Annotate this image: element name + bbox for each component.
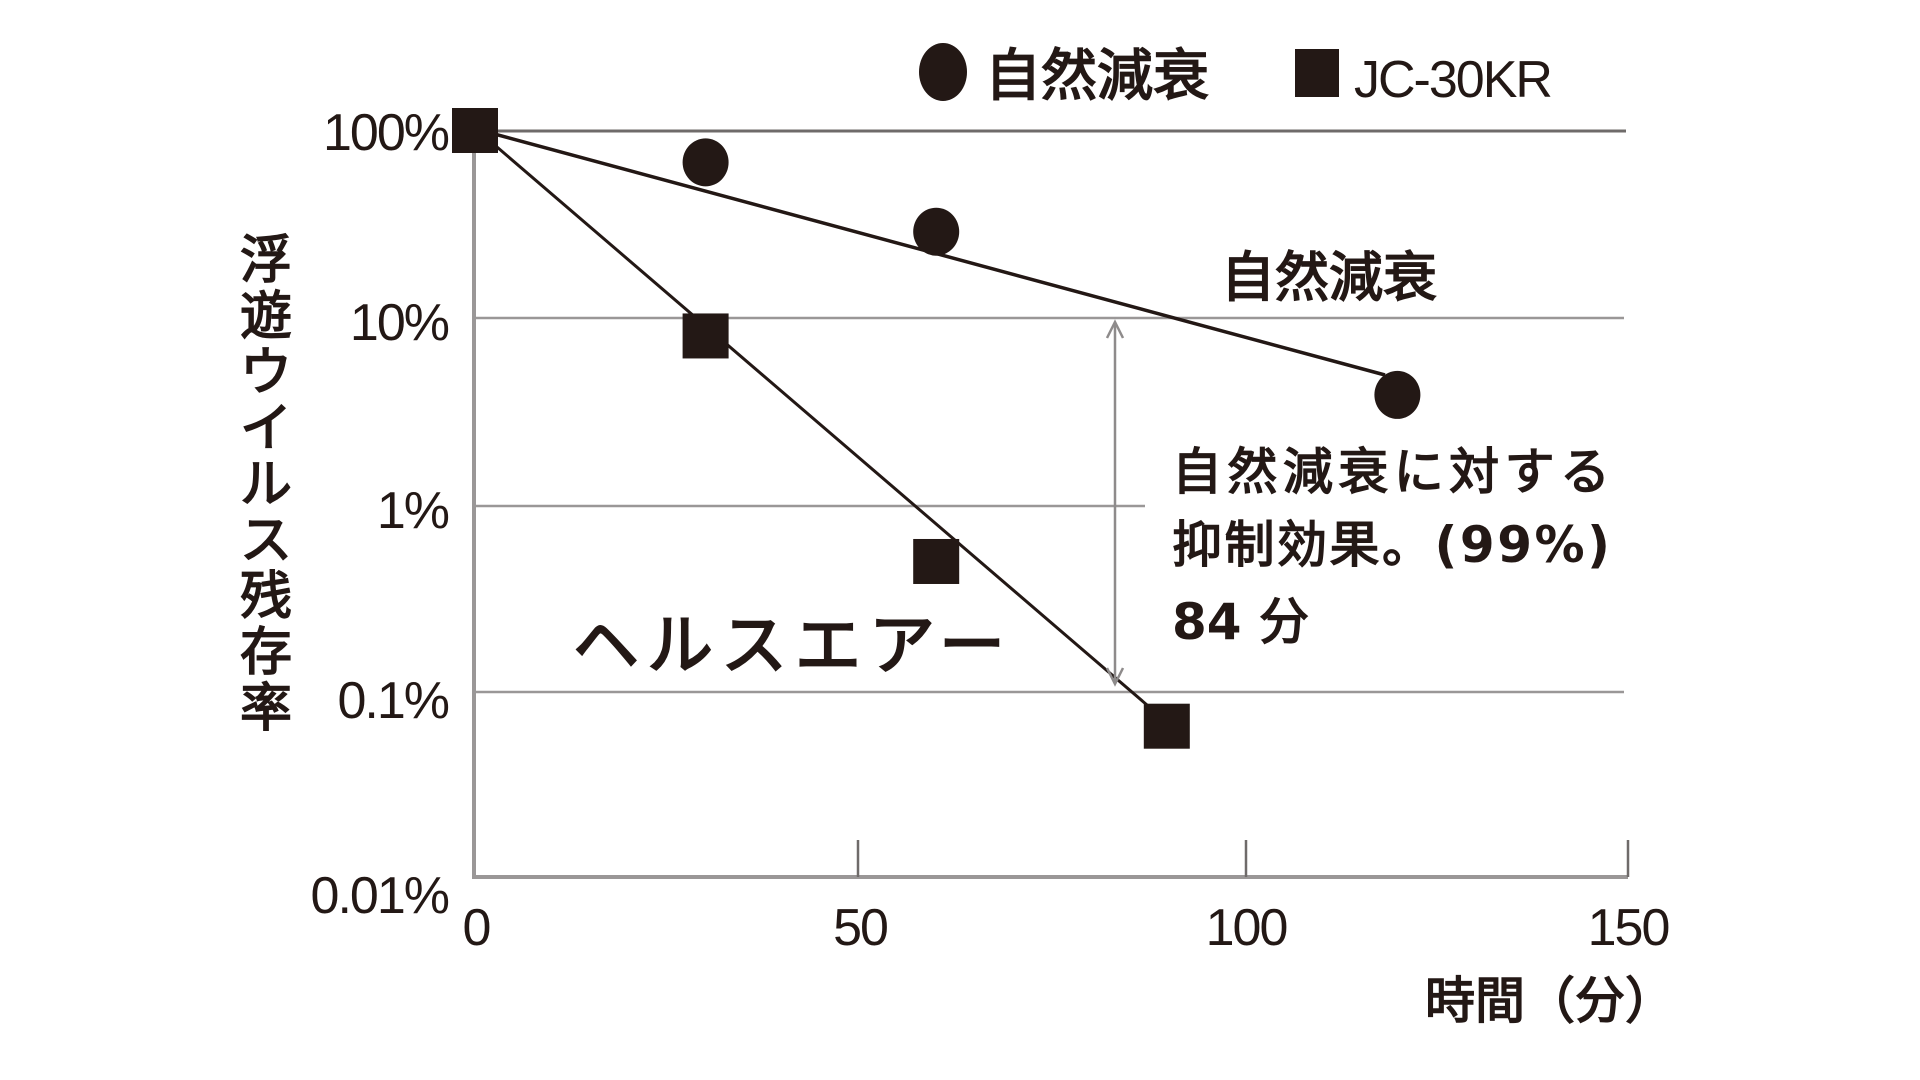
legend-label-jc30kr: JC-30KR [1354,51,1551,109]
natural-decay-point-circle-icon [682,138,729,187]
jc30kr-trend-line [475,127,1169,725]
data-markers [452,108,1421,749]
y-tick-100: 100% [323,104,449,162]
y-tick-10: 10% [350,294,449,352]
y-tick-1: 1% [377,482,449,540]
arrow-head-down-icon [1105,667,1125,687]
effect-arrow [1105,319,1125,687]
jc30kr-point-square-icon [913,538,960,584]
effect-line-3: 84 分 [1172,593,1309,651]
effect-line-1: 自然減衰に対する [1172,443,1610,501]
jc30kr-point-square-icon [1143,703,1190,749]
y-axis-char: 率 [240,679,292,739]
y-axis-char: 残 [240,567,292,627]
natural-decay-point-circle-icon [1374,370,1421,419]
y-tick-0-1: 0.1% [337,672,448,730]
y-axis-char: ル [240,455,292,515]
jc30kr-point-square-icon [452,108,498,153]
legend-label-natural: 自然減衰 [985,44,1209,109]
x-tick-label-50: 50 [833,899,887,957]
y-axis-char: 存 [240,623,292,683]
y-axis-char: ウ [240,343,292,403]
axes [472,131,1630,879]
x-axis-title: 時間（分） [1425,972,1675,1030]
y-axis-char: ス [240,511,292,571]
legend-circle-icon [919,43,967,101]
x-tick-label-100: 100 [1206,899,1287,957]
x-tick-labels: 0 50 100 150 [463,899,1671,957]
jc30kr-point-square-icon [682,313,729,359]
y-axis-char: 遊 [240,287,292,347]
healthair-label: ヘルスエアー [573,607,1005,684]
gridlines [476,129,1626,694]
y-tick-0-01: 0.01% [311,867,449,925]
effect-annotation: 自然減衰に対する 抑制効果。(99%) 84 分 [1172,443,1610,651]
x-tick-label-150: 150 [1588,899,1669,957]
legend: 自然減衰 JC-30KR [919,43,1553,109]
y-axis-title: 浮 遊 ウ イ ル ス 残 存 率 [240,231,292,739]
legend-square-icon [1295,49,1339,97]
y-axis-char: イ [240,399,292,459]
y-axis-x-axis [472,131,1628,879]
effect-line-2: 抑制効果。(99%) [1172,516,1610,574]
y-axis-char: 浮 [240,231,292,291]
x-tick-label-0: 0 [463,899,490,957]
y-tick-labels: 100% 10% 1% 0.1% 0.01% [311,104,451,925]
natural-decay-label: 自然減衰 [1221,246,1437,309]
arrow-head-up-icon [1105,319,1125,339]
natural-decay-point-circle-icon [913,207,960,256]
